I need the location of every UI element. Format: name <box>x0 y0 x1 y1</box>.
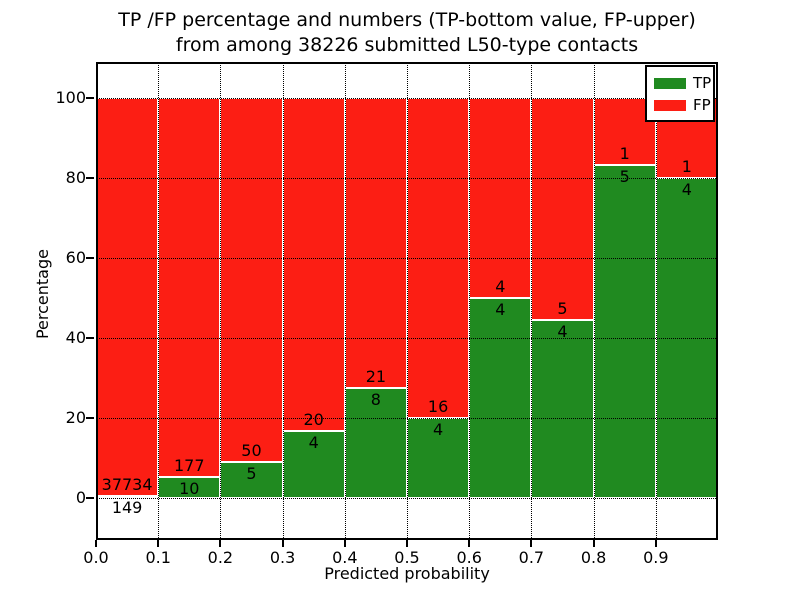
bar-segment-tp-5 <box>407 418 470 498</box>
legend: TP FP <box>645 65 715 122</box>
tp-color-swatch-icon <box>654 77 686 89</box>
gridline-x-0.2 <box>220 62 222 540</box>
chart-title-line-1: TP /FP percentage and numbers (TP-bottom… <box>118 9 696 31</box>
y-tick-label-40: 40 <box>65 328 86 347</box>
bar-segment-fp-7 <box>531 98 594 321</box>
x-tick-0.7 <box>530 540 533 547</box>
x-tick-label-0.1: 0.1 <box>145 548 171 567</box>
bar-segment-fp-4 <box>344 98 407 388</box>
bar-label-tp-5: 4 <box>433 420 444 439</box>
bar-label-fp-6: 4 <box>495 277 506 296</box>
bar-label-fp-3: 20 <box>303 410 324 430</box>
y-tick-label-80: 80 <box>65 168 86 187</box>
bar-label-fp-2: 50 <box>241 440 262 460</box>
x-tick-label-0.2: 0.2 <box>207 548 234 567</box>
x-tick-label-0.7: 0.7 <box>518 548 545 567</box>
x-tick-0.2 <box>219 540 222 547</box>
bar-segment-fp-0 <box>96 98 159 497</box>
chart-title: TP /FP percentage and numbers (TP-bottom… <box>96 8 718 58</box>
bar-segment-tp-8 <box>593 164 656 498</box>
x-tick-label-0.3: 0.3 <box>269 548 296 567</box>
bar-segment-fp-3 <box>282 98 345 432</box>
x-tick-0.3 <box>281 540 284 547</box>
bar-label-tp-9: 4 <box>681 180 692 199</box>
x-tick-label-0.5: 0.5 <box>394 548 420 567</box>
x-tick-label-0.8: 0.8 <box>580 548 607 567</box>
bar-segment-fp-2 <box>220 98 283 462</box>
bar-label-tp-8: 5 <box>619 166 630 186</box>
x-tick-0.1 <box>157 540 160 547</box>
y-tick-60 <box>86 257 94 259</box>
gridline-x-0.3 <box>282 62 284 540</box>
x-tick-label-0.9: 0.9 <box>643 548 669 567</box>
bar-segment-fp-1 <box>158 98 221 477</box>
legend-item-tp: TP <box>654 72 713 94</box>
chart-title-line-2: from among 38226 submitted L50-type cont… <box>175 34 639 56</box>
gridline-x-0.9 <box>655 62 657 540</box>
gridline-x-0.4 <box>344 62 346 540</box>
y-tick-80 <box>86 177 94 179</box>
gridline-x-0.8 <box>593 62 595 540</box>
bar-label-fp-4: 21 <box>365 366 387 386</box>
bar-label-tp-6: 4 <box>495 300 506 319</box>
bar-label-tp-1: 10 <box>179 478 200 498</box>
bar-label-fp-0: 37734 <box>101 475 153 495</box>
y-tick-100 <box>86 97 94 99</box>
x-tick-0.9 <box>654 540 657 547</box>
x-tick-0.0 <box>95 540 97 547</box>
y-tick-label-0: 0 <box>75 488 86 507</box>
bar-label-tp-3: 4 <box>308 433 319 453</box>
x-tick-label-0.6: 0.6 <box>456 548 482 567</box>
y-tick-label-100: 100 <box>55 88 86 107</box>
bar-label-fp-1: 177 <box>174 455 205 475</box>
bar-segment-fp-6 <box>469 98 532 298</box>
fp-color-swatch-icon <box>654 99 686 111</box>
bar-label-fp-5: 16 <box>427 397 449 416</box>
bar-label-tp-0: 149 <box>111 498 143 518</box>
y-tick-20 <box>86 417 94 419</box>
x-tick-0.5 <box>406 540 408 547</box>
legend-label-tp: TP <box>693 73 712 92</box>
gridline-x-0.5 <box>407 62 408 540</box>
x-tick-label-0.0: 0.0 <box>83 548 109 567</box>
bar-label-fp-9: 1 <box>681 157 692 176</box>
bar-label-fp-7: 5 <box>557 299 568 319</box>
bar-label-tp-2: 5 <box>246 463 257 483</box>
y-tick-label-20: 20 <box>65 408 86 427</box>
x-axis-label: Predicted probability <box>324 564 490 583</box>
gridline-x-0.1 <box>158 62 160 540</box>
x-tick-0.8 <box>592 540 595 547</box>
y-tick-label-60: 60 <box>65 248 86 267</box>
gridline-x-0.7 <box>531 62 533 540</box>
y-tick-0 <box>86 497 94 499</box>
y-axis-label: Percentage <box>33 249 52 340</box>
x-tick-0.6 <box>468 540 471 547</box>
gridline-x-0.6 <box>469 62 471 540</box>
y-tick-40 <box>86 337 94 339</box>
legend-item-fp: FP <box>654 94 713 116</box>
legend-label-fp: FP <box>693 95 711 114</box>
bar-segment-tp-7 <box>531 320 594 498</box>
bar-segment-tp-6 <box>469 298 532 498</box>
x-tick-0.4 <box>343 540 346 547</box>
bar-label-tp-7: 4 <box>557 322 568 342</box>
plot-area: 37734 149 177 10 50 5 20 4 21 8 16 4 4 4 5 4 1 5 1 4 0 20 40 6… <box>55 62 718 567</box>
bar-label-fp-8: 1 <box>619 143 630 163</box>
bar-label-tp-4: 8 <box>370 389 381 409</box>
x-tick-label-0.4: 0.4 <box>332 548 358 567</box>
